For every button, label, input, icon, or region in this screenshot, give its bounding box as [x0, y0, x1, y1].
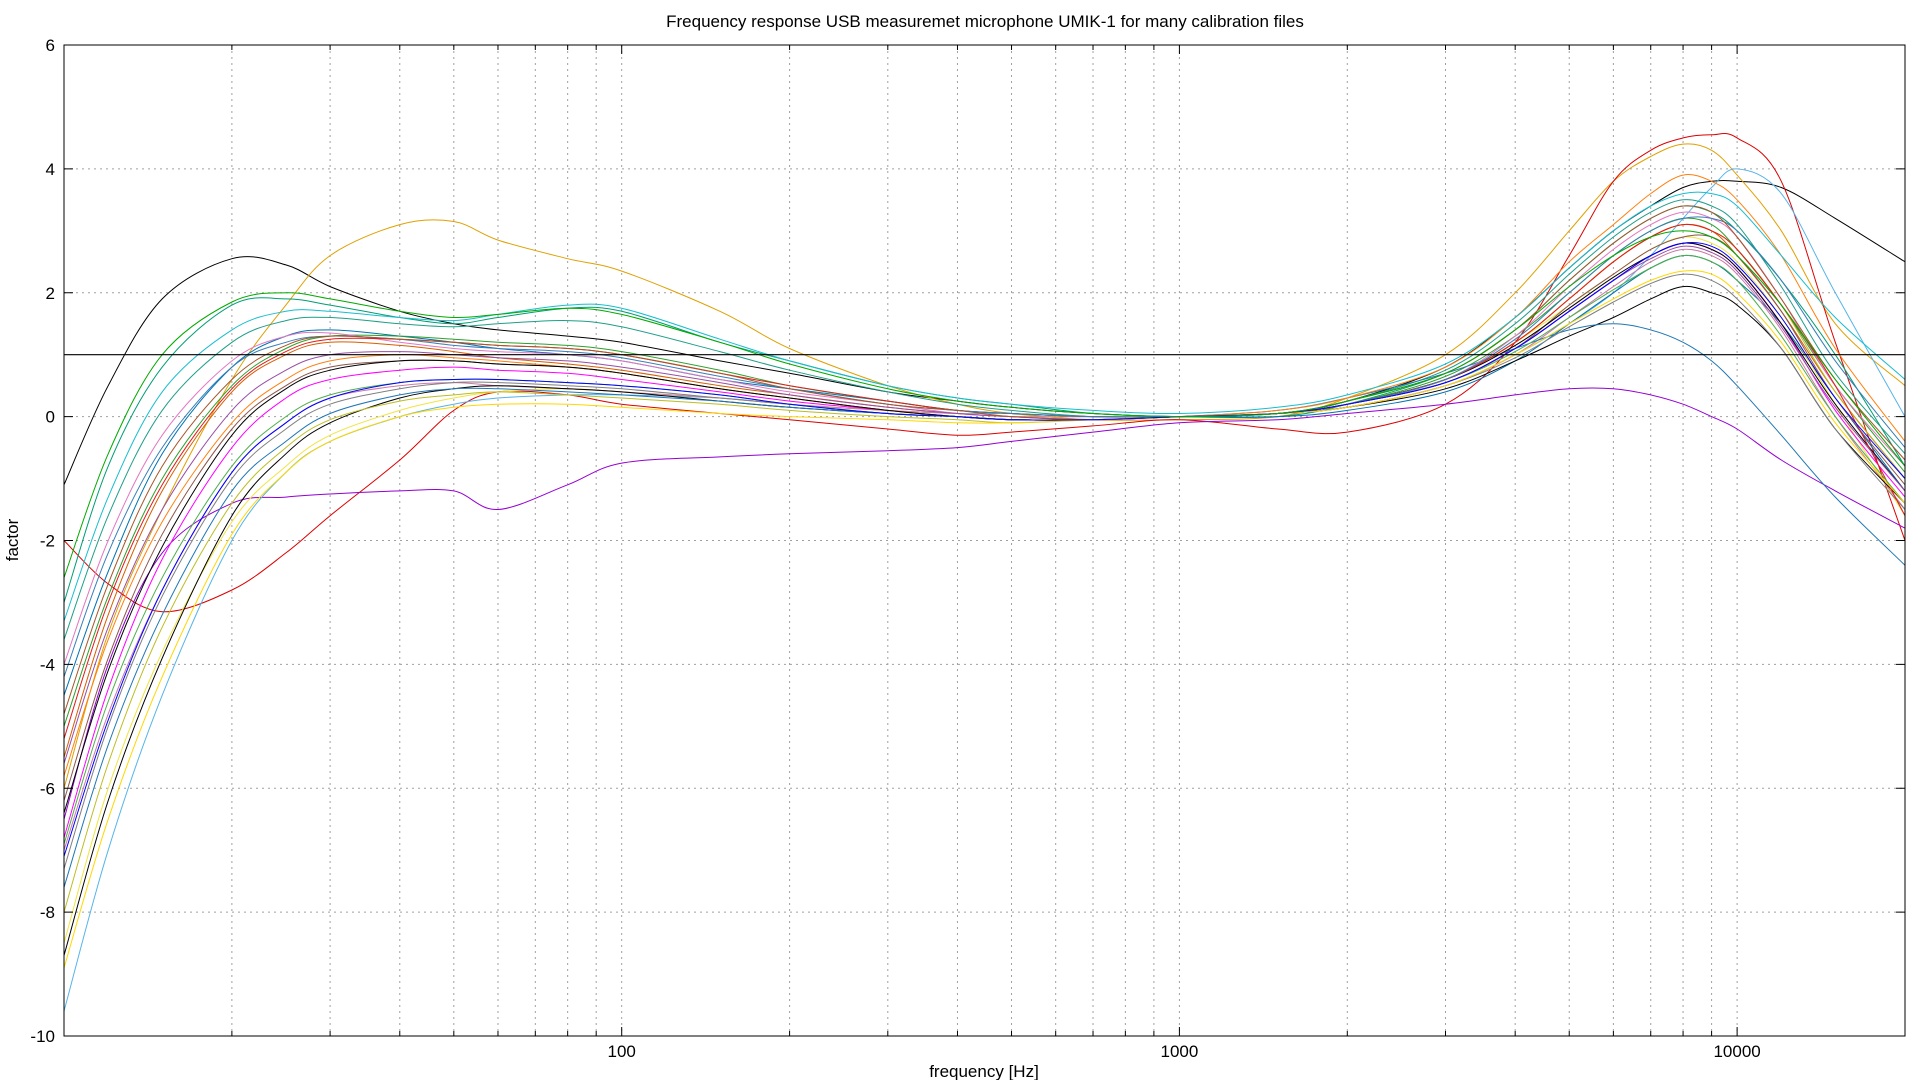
y-tick-label: -2 — [40, 532, 55, 551]
series-line-25 — [63, 254, 1906, 845]
y-tick-label: -4 — [40, 655, 55, 674]
series-line-11 — [63, 285, 1906, 956]
series-line-19 — [63, 273, 1906, 869]
series-line-8 — [63, 236, 1906, 944]
series-line-27 — [63, 270, 1906, 969]
series-line-15 — [63, 323, 1906, 888]
y-axis-title: factor — [3, 518, 22, 561]
y-tick-label: 4 — [46, 160, 55, 179]
y-tick-label: -10 — [30, 1027, 55, 1046]
series-line-26 — [63, 245, 1906, 764]
y-tick-label: 2 — [46, 284, 55, 303]
series-lines — [63, 132, 1906, 1012]
series-line-18 — [63, 174, 1906, 777]
x-axis-title: frequency [Hz] — [929, 1062, 1039, 1080]
y-tick-label: -6 — [40, 779, 55, 798]
series-line-3 — [63, 132, 1906, 613]
series-line-24 — [63, 216, 1906, 677]
grid — [64, 45, 1905, 1036]
series-line-30 — [63, 230, 1906, 578]
series-line-22 — [63, 242, 1906, 814]
y-tick-label: 0 — [46, 408, 55, 427]
series-line-29 — [63, 242, 1906, 857]
y-tick-labels: 6 4 2 0 -2 -4 -6 -8 -10 — [30, 36, 55, 1046]
chart-title: Frequency response USB measuremet microp… — [666, 12, 1304, 31]
series-line-12 — [63, 199, 1906, 640]
series-line-7 — [63, 254, 1906, 696]
series-line-17 — [63, 234, 1906, 801]
x-tick-label: 100 — [608, 1042, 636, 1061]
series-line-6 — [63, 168, 1906, 1012]
series-line-4 — [63, 387, 1906, 820]
series-line-28 — [63, 205, 1906, 715]
tick-marks — [64, 44, 1905, 1037]
series-line-10 — [63, 248, 1906, 851]
x-tick-label: 1000 — [1160, 1042, 1198, 1061]
x-tick-labels: 100 1000 10000 — [608, 1042, 1761, 1061]
y-tick-label: -8 — [40, 903, 55, 922]
series-line-20 — [63, 223, 1906, 913]
series-line-2 — [63, 143, 1906, 789]
x-tick-label: 10000 — [1713, 1042, 1760, 1061]
y-tick-label: 6 — [46, 36, 55, 55]
series-line-9 — [63, 223, 1906, 758]
series-line-23 — [63, 223, 1906, 739]
series-line-21 — [63, 191, 1906, 622]
